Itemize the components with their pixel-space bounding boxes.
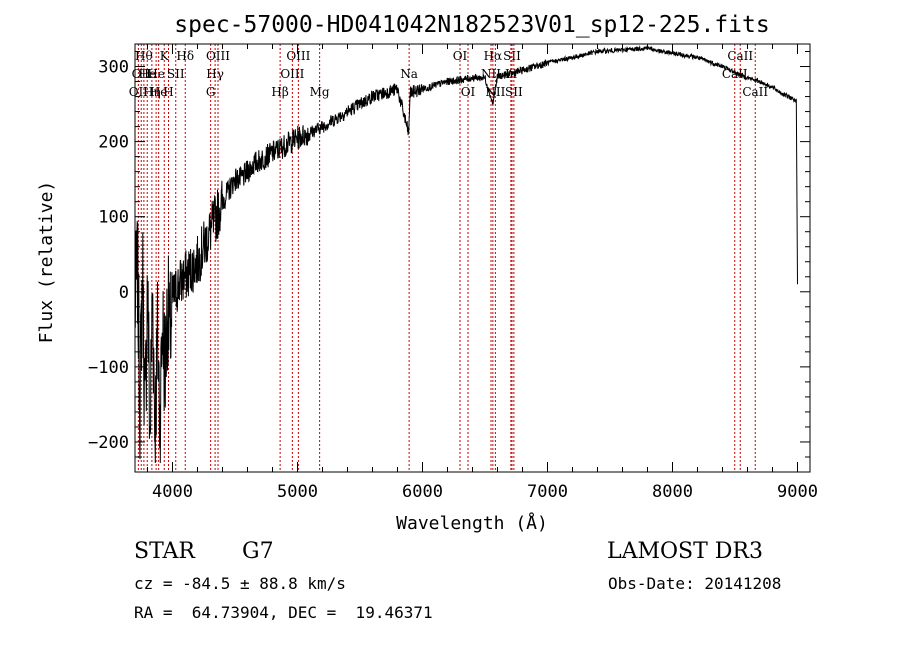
y-axis-ticks: −200 −100 0 100 200 300 <box>88 51 810 473</box>
x-tick-label: 4000 <box>152 482 193 502</box>
y-tick-label: 200 <box>98 133 129 153</box>
y-axis-label: Flux (relative) <box>36 181 57 344</box>
line-marker-label: OI <box>461 85 476 99</box>
x-tick-label: 5000 <box>277 482 318 502</box>
object-class: STAR <box>134 539 195 564</box>
chart-title: spec-57000-HD041042N182523V01_sp12-225.f… <box>174 12 769 38</box>
line-marker-label: Hδ <box>176 49 194 63</box>
line-marker-label: K <box>160 49 170 63</box>
survey-name: LAMOST DR3 <box>607 539 763 564</box>
obs-date-text: Obs-Date: 20141208 <box>608 574 782 593</box>
plot-frame <box>134 43 811 473</box>
spectrum-series <box>134 45 798 464</box>
x-tick-label: 6000 <box>402 482 443 502</box>
y-tick-label: 100 <box>98 208 129 228</box>
line-marker-label: CaII <box>742 85 768 99</box>
y-tick-label: −100 <box>88 358 129 378</box>
line-marker-label: He <box>147 67 165 81</box>
line-marker-label: SII <box>505 85 523 99</box>
line-marker-label: CaII <box>727 49 753 63</box>
x-tick-label: 7000 <box>527 482 568 502</box>
line-marker-label: OII <box>132 67 152 81</box>
spectral-line-markers: OIIOIIHθHeHηHeHeKHSIIHδGHγOIIIHβOIIIOIII… <box>129 44 768 472</box>
x-axis-ticks: 4000 5000 6000 7000 8000 9000 <box>147 44 818 502</box>
line-marker-label: SII <box>503 49 521 63</box>
object-subclass: G7 <box>242 539 274 564</box>
line-marker-label: SII <box>167 67 185 81</box>
x-axis-label: Wavelength (Å) <box>396 512 548 534</box>
line-marker-label: Na <box>400 67 418 81</box>
line-marker-label: G <box>206 85 216 99</box>
line-marker-label: OIII <box>280 67 304 81</box>
line-marker-label: OI <box>453 49 468 63</box>
coordinates-text: RA = 64.73904, DEC = 19.46371 <box>134 603 433 622</box>
line-marker-label: H <box>163 85 173 99</box>
y-tick-label: 300 <box>98 58 129 78</box>
spectrum-line <box>134 45 798 464</box>
x-tick-label: 9000 <box>777 482 818 502</box>
line-marker-label: OIII <box>286 49 310 63</box>
y-tick-label: 0 <box>119 283 129 303</box>
line-marker-label: Hθ <box>135 49 153 63</box>
line-marker-label: OIII <box>206 49 230 63</box>
line-marker-label: NII <box>481 67 501 81</box>
line-marker-label: Hγ <box>206 67 224 81</box>
line-marker-label: Hβ <box>271 85 288 99</box>
line-marker-label: He <box>150 85 168 99</box>
y-tick-label: −200 <box>88 433 129 453</box>
line-marker-label: Mg <box>310 85 330 99</box>
redshift-text: cz = -84.5 ± 88.8 km/s <box>134 574 346 593</box>
x-tick-label: 8000 <box>652 482 693 502</box>
line-marker-label: Hα <box>484 49 503 63</box>
